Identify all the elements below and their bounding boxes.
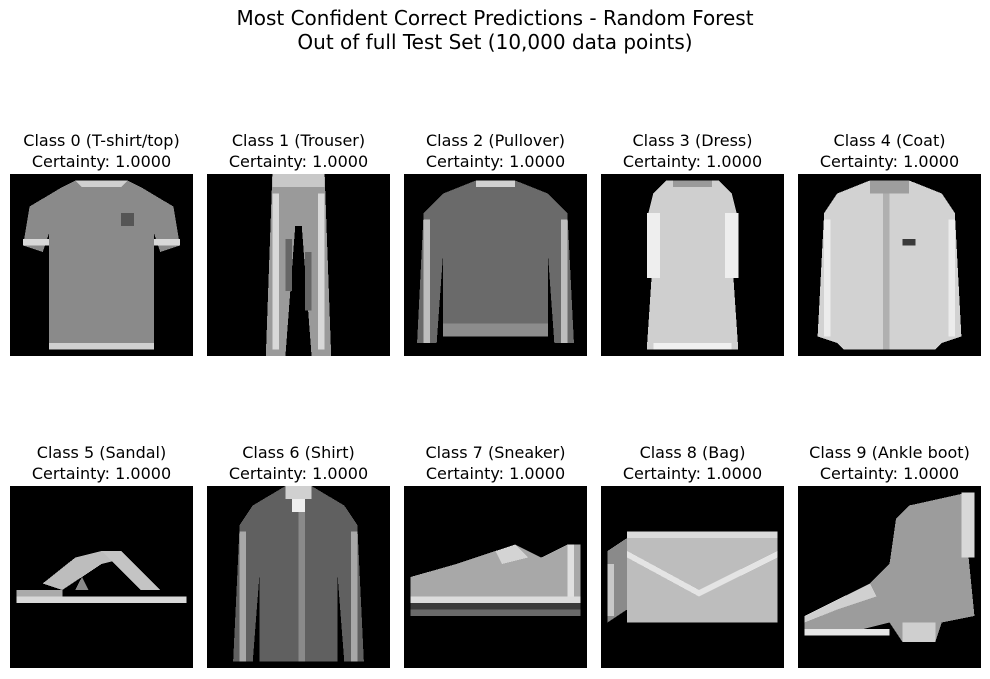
panel-label: Class 4 (Coat) (833, 131, 946, 150)
panel-label: Class 3 (Dress) (632, 131, 753, 150)
tshirt-image (10, 174, 193, 356)
panel-label: Class 1 (Trouser) (231, 131, 366, 150)
panel-label: Class 6 (Shirt) (242, 443, 355, 462)
ankle-boot-image (798, 486, 981, 668)
panel-certainty: Certainty: 1.0000 (819, 152, 960, 171)
shirt-image (207, 486, 390, 668)
panel-certainty: Certainty: 1.0000 (228, 464, 369, 483)
dress-image (601, 174, 784, 356)
bag-image (601, 486, 784, 668)
panel-label: Class 5 (Sandal) (36, 443, 167, 462)
panel-label: Class 9 (Ankle boot) (809, 443, 970, 462)
panel-certainty: Certainty: 1.0000 (31, 152, 172, 171)
panel-certainty: Certainty: 1.0000 (31, 464, 172, 483)
panel-label: Class 8 (Bag) (639, 443, 746, 462)
figure-subtitle: Out of full Test Set (10,000 data points… (297, 30, 693, 54)
trouser-image (207, 174, 390, 356)
panel-certainty: Certainty: 1.0000 (819, 464, 960, 483)
panel-certainty: Certainty: 1.0000 (425, 464, 566, 483)
panel-label: Class 7 (Sneaker) (425, 443, 566, 462)
pullover-image (404, 174, 587, 356)
panel-label: Class 2 (Pullover) (425, 131, 565, 150)
panel-certainty: Certainty: 1.0000 (622, 152, 763, 171)
coat-image (798, 174, 981, 356)
figure-title: Most Confident Correct Predictions - Ran… (236, 6, 754, 30)
panel-certainty: Certainty: 1.0000 (228, 152, 369, 171)
panel-label: Class 0 (T-shirt/top) (23, 131, 180, 150)
sneaker-image (404, 486, 587, 668)
panel-certainty: Certainty: 1.0000 (425, 152, 566, 171)
sandal-image (10, 486, 193, 668)
panel-certainty: Certainty: 1.0000 (622, 464, 763, 483)
